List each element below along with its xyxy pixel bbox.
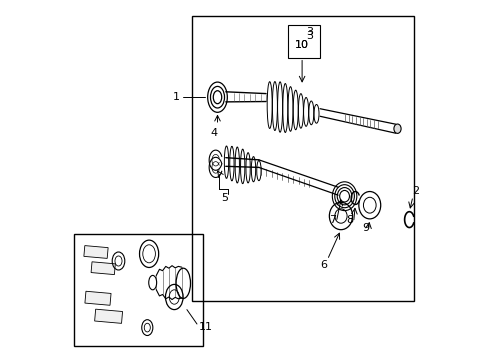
- Text: 10: 10: [294, 40, 308, 50]
- Text: 10: 10: [294, 40, 308, 50]
- Text: 5: 5: [221, 193, 228, 203]
- Text: 6: 6: [320, 260, 326, 270]
- Text: 1: 1: [172, 92, 179, 102]
- Text: 2: 2: [411, 186, 418, 196]
- Bar: [192, 16, 413, 301]
- Bar: [73, 234, 203, 346]
- Text: 3: 3: [305, 31, 312, 41]
- Text: 3: 3: [305, 27, 312, 37]
- Text: 11: 11: [199, 321, 213, 332]
- Ellipse shape: [393, 124, 400, 134]
- Text: 8: 8: [346, 215, 353, 225]
- Bar: [287, 25, 320, 58]
- Text: 4: 4: [210, 128, 217, 138]
- Polygon shape: [84, 246, 108, 258]
- Polygon shape: [85, 291, 111, 305]
- Text: 7: 7: [328, 215, 336, 225]
- Polygon shape: [95, 309, 122, 323]
- Text: 9: 9: [361, 222, 368, 233]
- Polygon shape: [91, 262, 115, 275]
